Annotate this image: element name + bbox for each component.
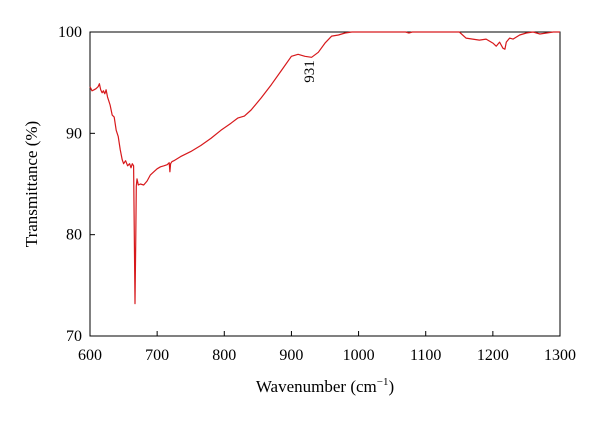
x-axis-label-end: ) — [388, 377, 394, 396]
x-tick-label: 1000 — [343, 347, 375, 364]
x-tick-label: 1300 — [544, 347, 576, 364]
y-tick-label: 90 — [66, 125, 82, 142]
x-tick-label: 1200 — [477, 347, 509, 364]
x-tick-label: 800 — [212, 347, 236, 364]
transmittance-line — [89, 31, 560, 305]
y-axis-label: Transmittance (%) — [22, 121, 41, 247]
x-tick-label: 900 — [279, 347, 303, 364]
x-axis-label-main: Wavenumber (cm — [256, 377, 377, 396]
y-tick-label: 80 — [66, 227, 82, 244]
x-tick-label: 700 — [145, 347, 169, 364]
y-tick-label: 70 — [66, 328, 82, 345]
x-axis-label: Wavenumber (cm−1) — [256, 376, 394, 396]
y-axis-ticks: 70 80 90 100 — [58, 24, 95, 345]
x-axis-ticks: 600 700 800 900 1000 1100 1200 1300 — [78, 331, 576, 364]
y-tick-label: 100 — [58, 24, 82, 41]
plot-frame — [89, 31, 561, 337]
x-tick-label: 1100 — [410, 347, 441, 364]
x-axis-label-superscript: −1 — [377, 376, 389, 388]
peak-annotation-931: 931 — [302, 60, 318, 83]
x-tick-label: 600 — [78, 347, 102, 364]
